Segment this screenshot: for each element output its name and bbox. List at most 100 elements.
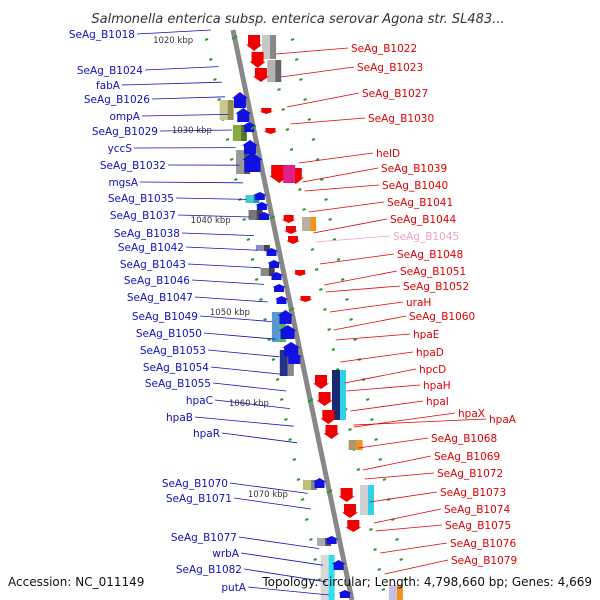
track-dash (314, 268, 319, 271)
track-dash (323, 308, 327, 311)
gene-label-left: SeAg_B1077 (171, 532, 237, 544)
feature-block (245, 195, 254, 203)
gene-label-left: SeAg_B1029 (92, 126, 158, 138)
leader-line (187, 263, 261, 269)
leader-line (325, 285, 401, 293)
leader-line (191, 279, 265, 285)
feature-block (388, 585, 397, 600)
forward-gene-arrow (337, 590, 352, 598)
reverse-gene-arrow (263, 128, 278, 134)
track-dash (225, 138, 230, 141)
accession-text: Accession: NC_011149 (8, 575, 144, 589)
gene-label-right: SeAg_B1044 (390, 214, 456, 226)
gene-label-right: SeAg_B1079 (451, 555, 517, 567)
track-dash (318, 288, 323, 291)
forward-gene-arrow (269, 272, 284, 280)
track-dash (369, 528, 373, 531)
gene-label-right: SeAg_B1040 (382, 180, 448, 192)
track-dash (289, 148, 294, 151)
forward-gene-arrow (257, 212, 272, 220)
feature-block (320, 555, 329, 600)
gene-label-right: SeAg_B1068 (431, 433, 497, 445)
gene-label-left: SeAg_B1071 (166, 493, 232, 505)
leader-line (353, 412, 456, 428)
feature-block (302, 217, 311, 231)
gene-label-right: SeAg_B1048 (397, 249, 463, 261)
gene-label-left: SeAg_B1054 (143, 362, 209, 374)
gene-label-left: SeAg_B1050 (136, 328, 202, 340)
leader-line (313, 218, 388, 234)
leader-line (159, 129, 232, 132)
gene-label-right: SeAg_B1051 (400, 266, 466, 278)
leader-line (344, 368, 417, 384)
gene-label-right: SeAg_B1022 (351, 43, 417, 55)
track-dash (304, 518, 309, 521)
feature-block (255, 245, 264, 251)
gene-label-right: SeAg_B1076 (450, 538, 516, 550)
forward-gene-arrow (242, 152, 263, 172)
forward-gene-arrow (252, 192, 267, 200)
reverse-gene-arrow (298, 296, 313, 302)
leader-line (238, 536, 320, 549)
leader-line (329, 301, 404, 313)
track-dash (204, 38, 209, 41)
track-dash (317, 578, 322, 581)
track-dash (294, 58, 299, 61)
track-dash (300, 498, 305, 501)
track-dash (246, 238, 251, 241)
leader-line (207, 349, 280, 358)
tick-label: 1030 kbp (172, 126, 212, 136)
reverse-gene-arrow (281, 215, 296, 223)
track-dash (395, 538, 399, 541)
gene-label-left: SeAg_B1047 (127, 292, 193, 304)
forward-gene-arrow (242, 122, 257, 132)
track-dash (336, 258, 341, 261)
track-dash (299, 78, 303, 81)
leader-line (240, 552, 323, 566)
gene-label-left: SeAg_B1070 (162, 478, 228, 490)
tick-label: 1040 kbp (191, 216, 231, 226)
track-dash (327, 328, 331, 331)
leader-line (199, 315, 272, 322)
track-dash (285, 128, 290, 131)
gene-label-left: mgsA (108, 177, 138, 189)
gene-arrows (231, 35, 362, 598)
leader-line (287, 92, 360, 108)
feature-block (263, 245, 270, 251)
track-dash (381, 588, 386, 591)
gene-label-left: fabA (96, 80, 121, 92)
track-dash (378, 458, 383, 461)
tick-label: 1050 kbp (210, 308, 250, 318)
gene-label-right: SeAg_B1027 (362, 88, 428, 100)
leader-line (362, 455, 432, 471)
track-dash (296, 478, 301, 481)
tick-mark (269, 215, 276, 220)
track-dash (208, 58, 213, 61)
leader-line (210, 366, 283, 375)
track-dash (335, 368, 340, 371)
leader-line (194, 416, 294, 427)
leader-line (358, 437, 429, 449)
track-dash (377, 568, 382, 571)
gene-label-left: SeAg_B1018 (69, 29, 135, 41)
track-dash (281, 108, 286, 111)
gene-label-right: SeAg_B1060 (409, 311, 475, 323)
gene-label-left: SeAg_B1053 (140, 345, 206, 357)
forward-gene-arrow (254, 202, 269, 210)
gene-label-right: hpaA (489, 414, 517, 426)
gene-label-right: SeAg_B1041 (387, 197, 453, 209)
feature-block (262, 35, 271, 59)
leader-line (247, 586, 330, 596)
track-dash (328, 218, 332, 221)
gene-label-left: SeAg_B1042 (118, 242, 184, 254)
track-dash (259, 298, 263, 301)
reverse-gene-arrow (338, 488, 355, 502)
gene-label-right: SeAg_B1039 (381, 163, 447, 175)
track-dash (267, 338, 272, 341)
gene-label-right: hpaX (458, 408, 485, 420)
track-dash (349, 318, 353, 321)
feature-block (270, 35, 277, 59)
gene-label-right: hpaD (416, 347, 444, 359)
leader-line (203, 332, 276, 340)
